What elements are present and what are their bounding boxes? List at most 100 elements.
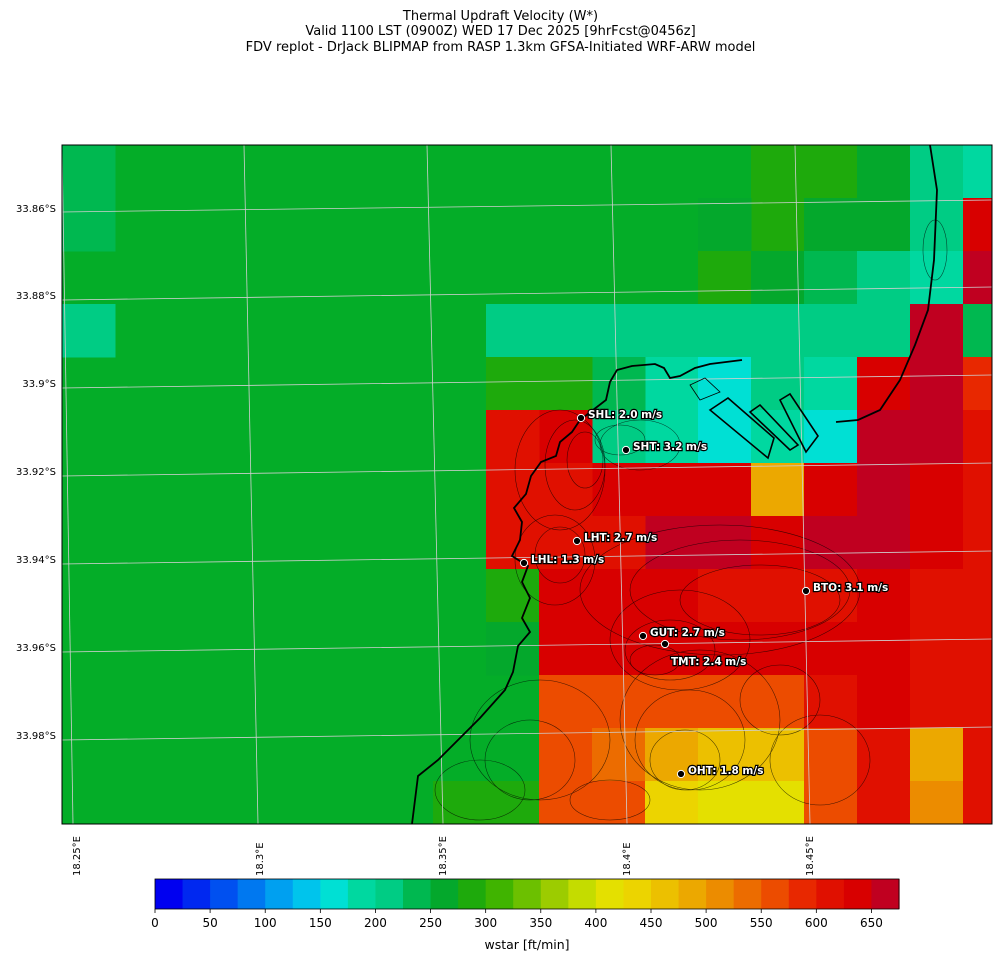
colorbar-swatch	[761, 879, 790, 909]
lon-label-1835: 18.35°E	[438, 836, 449, 876]
station-oht-label: OHT: 1.8 m/s	[688, 765, 763, 777]
grid-cell	[910, 357, 964, 411]
grid-cell	[963, 251, 992, 305]
grid-cell	[804, 569, 858, 623]
grid-cell	[910, 410, 964, 464]
grid-cell	[751, 569, 805, 623]
grid-cell	[645, 728, 699, 782]
grid-cell	[910, 834, 964, 888]
grid-cell	[963, 145, 992, 199]
colorbar-swatch	[375, 879, 404, 909]
station-tmt[interactable]: TMT: 2.4 m/s	[660, 639, 748, 669]
grid-cell	[645, 304, 699, 358]
station-lhl-label: LHL: 1.3 m/s	[531, 554, 604, 566]
colorbar-swatch	[155, 879, 184, 909]
colorbar-swatch	[265, 879, 294, 909]
grid-cell	[804, 198, 858, 252]
grid-cell	[963, 304, 992, 358]
grid-cell	[804, 251, 858, 305]
lat-label-3392: 33.92°S	[16, 467, 56, 478]
harbour-breakwater	[708, 396, 775, 460]
grid-cell	[963, 463, 992, 517]
grid-cell	[539, 781, 593, 824]
grid-cell	[910, 304, 964, 358]
station-sht-marker	[621, 445, 631, 455]
station-oht[interactable]: OHT: 1.8 m/s	[676, 764, 765, 778]
colorbar-swatch	[485, 879, 514, 909]
grid-cell	[645, 781, 699, 824]
grid-cell	[963, 887, 1001, 941]
grid-cell	[751, 675, 805, 729]
grid-cell	[539, 463, 593, 517]
grid-cell	[910, 781, 964, 824]
harbour-basin	[689, 377, 721, 401]
grid-cell	[857, 569, 911, 623]
grid-cell	[645, 516, 699, 570]
map-source: FDV replot - DrJack BLIPMAP from RASP 1.…	[245, 40, 756, 55]
grid-cell	[698, 304, 752, 358]
grid-cell	[804, 728, 858, 782]
colorbar-tick-label: 650	[860, 916, 883, 930]
colorbar-frame	[154, 878, 900, 910]
grid-cell	[910, 569, 964, 623]
grid-cell	[857, 463, 911, 517]
station-gut-marker	[638, 631, 648, 641]
grid-cell	[645, 675, 699, 729]
grid-cell	[857, 516, 911, 570]
grid-cell	[910, 728, 964, 782]
grid-cell	[539, 569, 593, 623]
colorbar-swatch	[733, 879, 762, 909]
grid-cell	[592, 728, 646, 782]
grid-cell	[645, 463, 699, 517]
grid-cell	[486, 357, 540, 411]
grid-cell	[910, 887, 964, 941]
grid-cell	[486, 622, 540, 676]
coastline-east	[835, 145, 938, 423]
grid-cell	[910, 622, 964, 676]
map-area[interactable]	[62, 145, 1001, 941]
grid-cell	[910, 675, 964, 729]
grid-cell	[539, 728, 593, 782]
station-lht-label: LHT: 2.7 m/s	[584, 532, 657, 544]
lon-label-1830: 18.3°E	[255, 842, 266, 876]
grid-cell	[698, 463, 752, 517]
colorbar-swatch	[430, 879, 459, 909]
station-bto[interactable]: BTO: 3.1 m/s	[801, 581, 889, 595]
lon-label-1840: 18.4°E	[622, 842, 633, 876]
grid-cell	[963, 834, 1001, 888]
grid-cell	[592, 410, 646, 464]
grid-cell	[751, 622, 805, 676]
colorbar-tick-label: 200	[364, 916, 387, 930]
station-sht[interactable]: SHT: 3.2 m/s	[621, 440, 708, 455]
grid-cell	[62, 198, 116, 252]
station-lhl[interactable]: LHL: 1.3 m/s	[519, 553, 606, 568]
coastline	[411, 359, 743, 824]
grid-cell	[857, 781, 911, 824]
map-frame	[61, 144, 993, 825]
colorbar-swatches	[155, 879, 900, 909]
station-lhl-marker	[519, 558, 529, 568]
colorbar-swatch	[623, 879, 652, 909]
colorbar-swatch	[182, 879, 211, 909]
grid-cell	[804, 463, 858, 517]
lat-label-3398: 33.98°S	[16, 731, 56, 742]
station-gut[interactable]: GUT: 2.7 m/s	[638, 626, 726, 641]
grid-cell	[698, 569, 752, 623]
station-sht-label: SHT: 3.2 m/s	[633, 441, 707, 453]
grid-cell	[486, 463, 540, 517]
grid-cell	[539, 516, 593, 570]
grid-cell	[592, 622, 646, 676]
grid-cell	[857, 410, 911, 464]
grid-cell	[857, 304, 911, 358]
grid-cell	[804, 675, 858, 729]
station-lht[interactable]: LHT: 2.7 m/s	[572, 531, 658, 545]
colorbar-swatch	[458, 879, 487, 909]
grid-cell	[698, 357, 752, 411]
station-shl[interactable]: SHL: 2.0 m/s	[576, 408, 663, 422]
grid-cell	[698, 622, 752, 676]
colorbar-swatch	[678, 879, 707, 909]
grid-cell	[804, 622, 858, 676]
grid-cell	[963, 569, 992, 623]
colorbar-swatch	[237, 879, 266, 909]
